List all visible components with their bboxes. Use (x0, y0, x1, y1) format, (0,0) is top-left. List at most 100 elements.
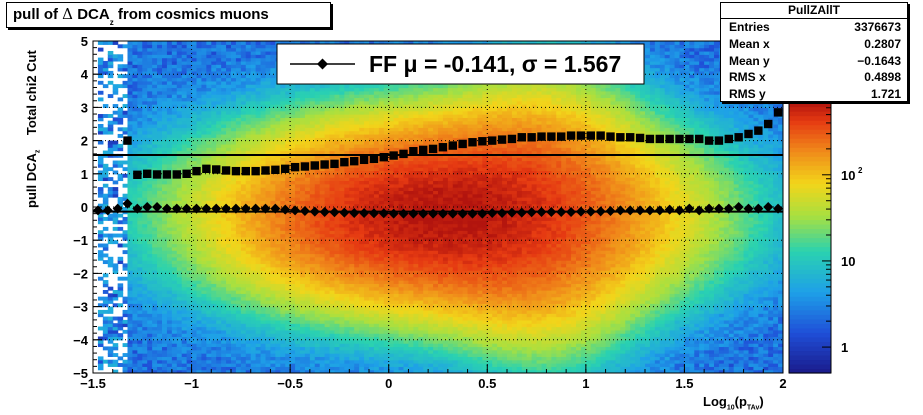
heatmap-cell (226, 313, 232, 318)
heatmap-cell (245, 243, 252, 248)
heatmap-cell (186, 120, 193, 125)
heatmap-cell (226, 230, 232, 235)
heatmap-cell (211, 319, 217, 324)
heatmap-cell (206, 326, 212, 331)
heatmap-cell (221, 80, 227, 85)
heatmap-cell (157, 319, 163, 324)
heatmap-cell (280, 280, 286, 284)
heatmap-cell (127, 117, 134, 122)
heatmap-cell (221, 339, 227, 344)
heatmap-cell (216, 326, 222, 331)
heatmap-cell (226, 114, 232, 118)
heatmap-cell (206, 67, 212, 72)
heatmap-cell (191, 187, 198, 191)
heatmap-cell (260, 70, 267, 75)
heatmap-cell (265, 64, 272, 69)
heatmap-cell (270, 67, 276, 72)
heatmap-cell (186, 70, 193, 75)
heatmap-cell (157, 323, 163, 328)
heatmap-cell (201, 160, 207, 165)
heatmap-cell (186, 87, 193, 92)
heatmap-cell (191, 216, 198, 221)
heatmap-cell (162, 369, 168, 373)
heatmap-cell (221, 57, 227, 62)
heatmap-cell (181, 246, 188, 251)
heatmap-cell (216, 309, 222, 314)
heatmap-cell (235, 223, 242, 228)
heatmap-cell (240, 150, 247, 155)
heatmap-cell (221, 50, 227, 55)
heatmap-cell (265, 293, 272, 298)
heatmap-cell (127, 313, 134, 318)
heatmap-cell (216, 183, 222, 188)
heatmap-cell (235, 77, 242, 82)
heatmap-cell (157, 286, 163, 291)
heatmap-cell (162, 163, 168, 168)
heatmap-cell (211, 54, 217, 59)
heatmap-cell (270, 193, 276, 198)
heatmap-cell (132, 266, 138, 271)
heatmap-cell (280, 193, 286, 198)
heatmap-cell (181, 94, 188, 99)
heatmap-cell (250, 157, 257, 162)
heatmap-cell (176, 223, 183, 228)
heatmap-cell (112, 226, 119, 231)
heatmap-cell (201, 124, 207, 128)
heatmap-cell (231, 137, 237, 142)
heatmap-cell (260, 60, 267, 65)
heatmap-cell (157, 313, 163, 318)
heatmap-cell (127, 160, 134, 165)
heatmap-cell (181, 57, 188, 62)
heatmap-cell (211, 44, 217, 49)
heatmap-cell (280, 173, 286, 178)
heatmap-cell (196, 77, 203, 82)
heatmap-cell (152, 150, 158, 155)
heatmap-cell (132, 313, 138, 318)
heatmap-cell (127, 306, 134, 311)
heatmap-cell (162, 363, 168, 367)
heatmap-cell (275, 343, 281, 348)
heatmap-cell (260, 57, 267, 62)
heatmap-cell (137, 143, 143, 148)
heatmap-cell (270, 127, 276, 132)
heatmap-cell (142, 64, 148, 69)
heatmap-cell (152, 223, 158, 228)
heatmap-cell (216, 233, 222, 238)
heatmap-cell (152, 369, 158, 373)
heatmap-cell (260, 359, 267, 364)
heatmap-cell (216, 94, 222, 99)
heatmap-cell (275, 220, 281, 225)
heatmap-cell (171, 353, 178, 357)
heatmap-cell (211, 114, 217, 118)
heatmap-cell (166, 41, 173, 45)
heatmap-cell (221, 44, 227, 49)
heatmap-cell (147, 316, 153, 321)
heatmap-cell (196, 177, 203, 182)
heatmap-cell (166, 140, 173, 145)
heatmap-cell (137, 280, 143, 284)
heatmap-cell (221, 323, 227, 328)
heatmap-cell (235, 160, 242, 165)
heatmap-cell (245, 369, 252, 373)
heatmap-cell (171, 366, 178, 371)
heatmap-cell (240, 177, 247, 182)
heatmap-cell (162, 346, 168, 351)
heatmap-cell (127, 270, 134, 274)
heatmap-cell (132, 140, 138, 145)
heatmap-cell (260, 316, 267, 321)
heatmap-cell (152, 313, 158, 318)
heatmap-cell (240, 230, 247, 235)
heatmap-cell (250, 240, 257, 245)
heatmap-cell (162, 110, 168, 115)
heatmap-cell (137, 97, 143, 102)
heatmap-cell (265, 133, 272, 138)
heatmap-cell (240, 47, 247, 52)
heatmap-cell (201, 299, 207, 304)
heatmap-cell (216, 203, 222, 208)
heatmap-cell (216, 77, 222, 82)
heatmap-cell (226, 359, 232, 364)
heatmap-cell (201, 137, 207, 142)
heatmap-cell (97, 309, 104, 314)
heatmap-cell (137, 177, 143, 182)
heatmap-cell (191, 163, 198, 168)
